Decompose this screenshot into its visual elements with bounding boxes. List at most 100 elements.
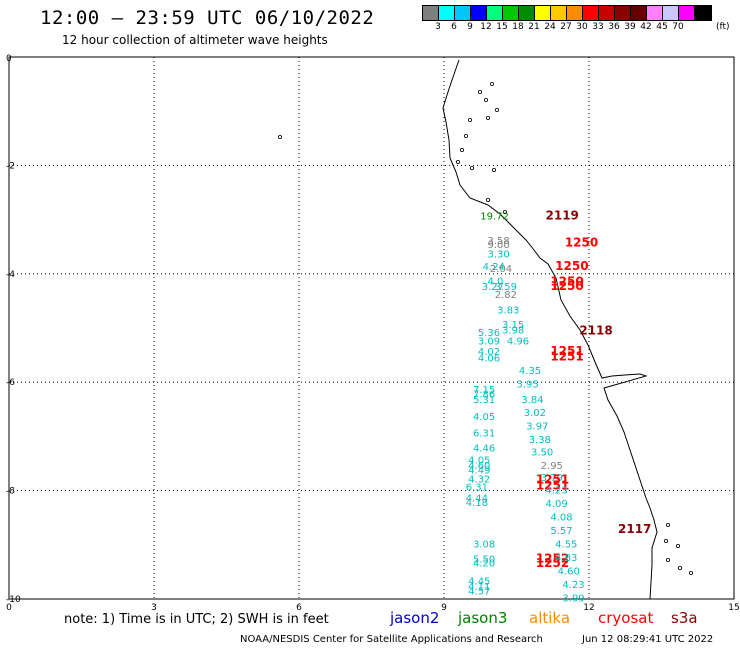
color-swatch: [679, 6, 695, 20]
pass-id-label: 1252: [536, 552, 569, 566]
island: [485, 116, 490, 121]
x-tick-label: 6: [296, 603, 302, 613]
wave-height-value: 3.98: [502, 325, 524, 336]
wave-height-value: 3.02: [524, 408, 546, 419]
wave-height-value: 6.31: [466, 483, 488, 494]
y-tick-label: -8: [6, 487, 15, 497]
wave-height-value: 5.36: [478, 328, 500, 339]
color-swatch: [551, 6, 567, 20]
pass-id-label: 2119: [546, 209, 579, 223]
pass-id-label: 1250: [555, 259, 588, 273]
wave-height-value: 5.57: [550, 526, 572, 537]
color-scale-tick: 15: [496, 22, 508, 32]
wave-height-value: 4.05: [468, 456, 490, 467]
legend-jason3: jason3: [458, 609, 508, 627]
color-scale-tick: 42: [640, 22, 652, 32]
color-swatch: [599, 6, 615, 20]
color-scale-unit: (ft): [716, 22, 730, 32]
y-tick-label: -6: [6, 378, 15, 388]
timestamp-text: Jun 12 08:29:41 UTC 2022: [582, 634, 714, 645]
color-swatch: [503, 6, 519, 20]
wave-height-labels: 19.72 2119 3.589.00 1250 3.304.242.04 1250 4.0…: [466, 209, 652, 605]
color-scale-tick: 70: [672, 22, 684, 32]
island: [489, 82, 494, 87]
color-swatch: [471, 6, 487, 20]
x-tick-label: 3: [151, 603, 157, 613]
x-axis-ticks: 0 3 6 9 12 15: [6, 603, 740, 613]
color-swatch: [423, 6, 439, 20]
wave-height-value: 4.23: [546, 485, 568, 496]
pass-id-label: 1250: [550, 279, 583, 293]
color-scale-tick: 33: [592, 22, 604, 32]
wave-height-value: 3.84: [521, 395, 543, 406]
wave-height-value: 9.00: [488, 240, 510, 251]
pass-id-label: 1251: [536, 479, 569, 493]
x-tick-label: 15: [728, 603, 739, 613]
wave-height-value: 4.46: [473, 444, 495, 455]
color-scale-tick: 3: [435, 22, 441, 32]
wave-height-value: 7.86: [473, 389, 495, 400]
pass-id-label: 1250: [565, 236, 598, 250]
wave-height-value: 4.45: [468, 576, 490, 587]
color-scale-tick: 21: [528, 22, 540, 32]
island: [467, 118, 472, 123]
island: [463, 133, 468, 138]
color-swatch: [583, 6, 599, 20]
wave-height-value: 4.08: [550, 512, 572, 523]
color-swatch: [695, 6, 711, 20]
color-scale-tick: 18: [512, 22, 524, 32]
color-swatch: [663, 6, 679, 20]
legend-jason2: jason2: [390, 609, 440, 627]
island: [455, 159, 460, 164]
wave-height-value: 3.79: [541, 473, 563, 484]
map-title: 12:00 – 23:59 UTC 06/10/2022: [40, 7, 375, 29]
color-swatch: [615, 6, 631, 20]
pass-id-label: 2117: [618, 522, 651, 536]
wave-height-value: 3.09: [478, 336, 500, 347]
wave-height-value: 3.58: [488, 236, 510, 247]
pass-id-label: 1251: [550, 350, 583, 364]
wave-height-value: 4.0: [488, 277, 504, 288]
wave-height-value: 2.04: [490, 264, 512, 275]
color-scale-tick: 45: [656, 22, 668, 32]
island: [494, 108, 499, 113]
coastline: [277, 59, 694, 600]
coastline-path: [442, 59, 658, 600]
wave-height-value: 3.99: [562, 594, 584, 605]
y-axis-ticks: 0 -2 -4 -6 -8 -10: [6, 54, 21, 605]
color-swatch: [631, 6, 647, 20]
island: [666, 558, 671, 563]
wave-height-value: 4.23: [562, 580, 584, 591]
wave-height-value: 4.06: [478, 354, 500, 365]
wave-height-value: 3.83: [497, 305, 519, 316]
wave-height-value: 4.60: [468, 461, 490, 472]
color-swatch: [535, 6, 551, 20]
wave-height-value: 2.82: [495, 290, 517, 301]
color-swatch: [567, 6, 583, 20]
footer-note: note: 1) Time is in UTC; 2) SWH is in fe…: [64, 612, 329, 627]
color-scale-tick: 27: [560, 22, 572, 32]
color-swatch: [647, 6, 663, 20]
y-tick-label: -10: [6, 595, 21, 605]
legend-cryosat: cryosat: [598, 609, 654, 627]
pass-id-label: 1251: [536, 473, 569, 487]
wave-height-value: 3.97: [526, 421, 548, 432]
pass-id-label: 1251: [550, 344, 583, 358]
pass-id-label: 2118: [579, 324, 612, 338]
island: [491, 167, 496, 172]
color-scale-tick: 6: [451, 22, 457, 32]
x-tick-label: 0: [6, 603, 12, 613]
wave-height-value: 4.49: [468, 465, 490, 476]
island: [664, 539, 669, 544]
island: [459, 147, 464, 152]
island: [502, 209, 507, 214]
island: [485, 197, 490, 202]
wave-height-value: 4.18: [466, 498, 488, 509]
island: [277, 134, 282, 139]
wave-height-value: 4.20: [473, 558, 495, 569]
color-swatch: [519, 6, 535, 20]
wave-height-value: 4.96: [507, 336, 529, 347]
pass-id-label: 1252: [536, 556, 569, 570]
wave-height-value: 3.08: [473, 540, 495, 551]
